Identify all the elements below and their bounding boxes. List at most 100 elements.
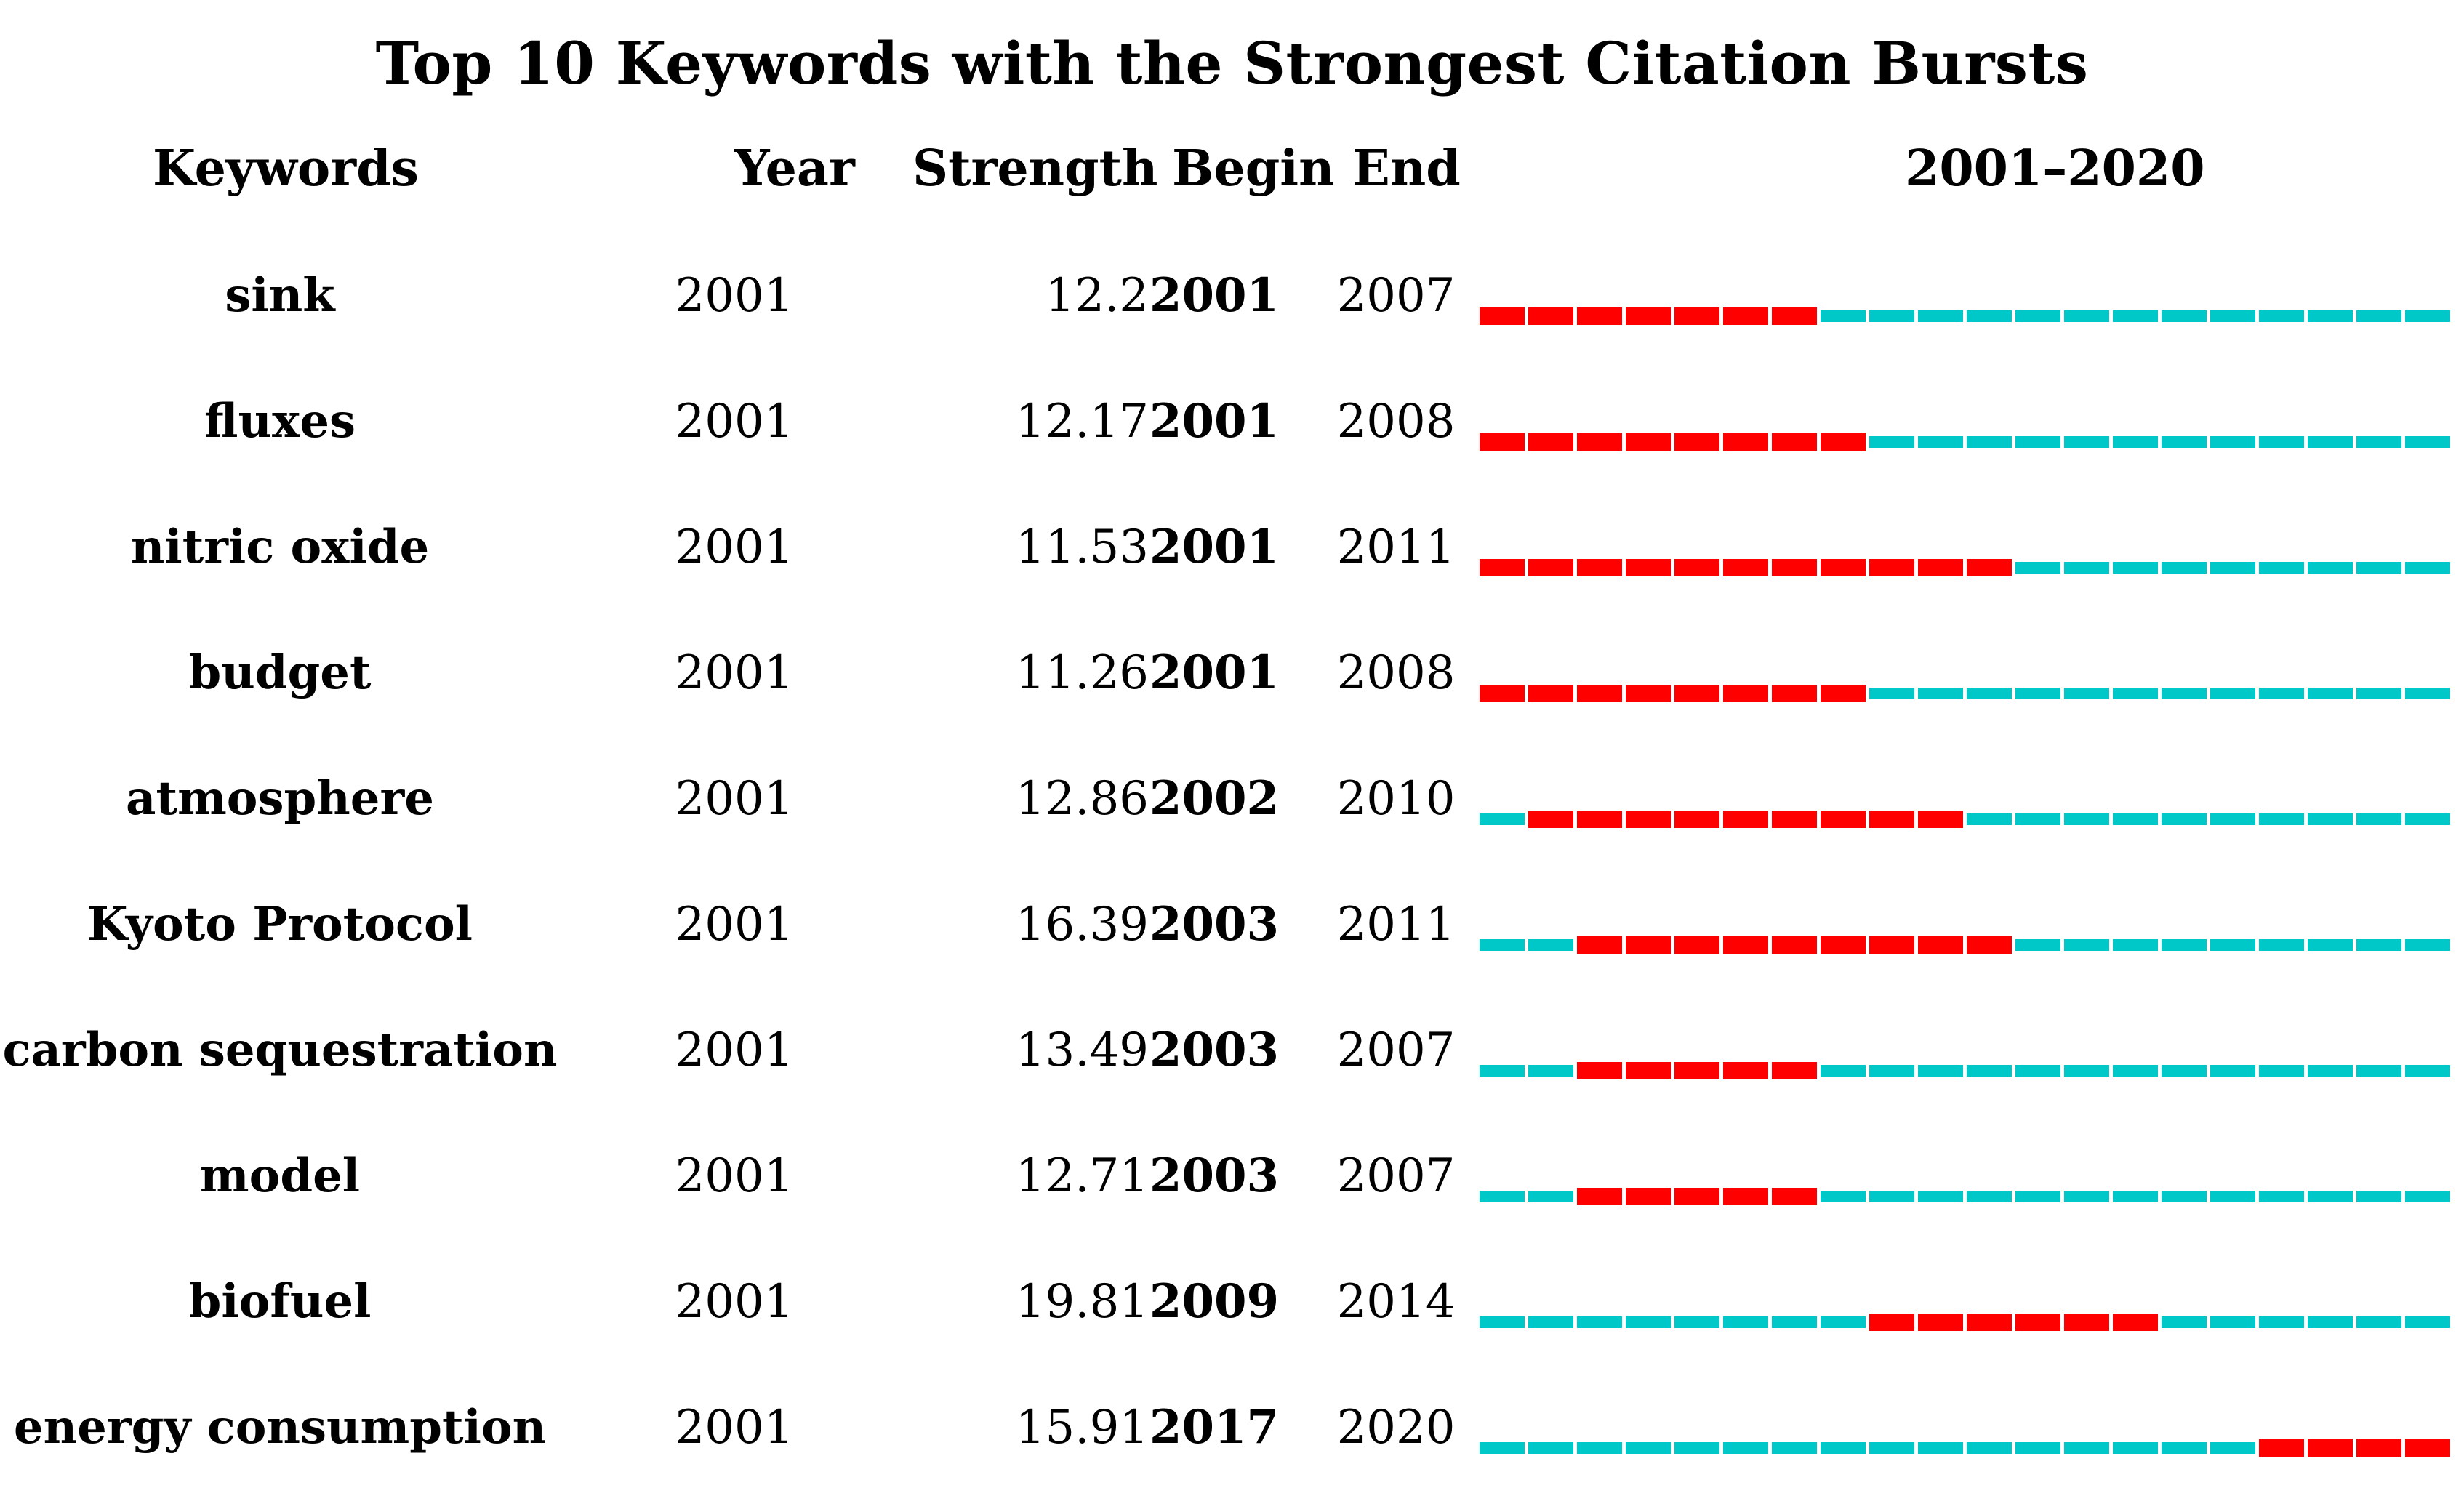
timeline-segment: [2308, 688, 2353, 699]
burst-segment: [2308, 1439, 2353, 1457]
timeline-segment: [2259, 1065, 2304, 1077]
begin-cell: 2009: [1149, 1274, 1280, 1329]
burst-segment: [1723, 936, 1768, 954]
timeline-segment: [1723, 1316, 1768, 1328]
burst-segment: [1772, 685, 1817, 702]
strength-cell: 12.2: [1045, 269, 1149, 323]
keyword-cell: energy consumption: [13, 1400, 547, 1455]
timeline-segment: [1480, 813, 1525, 825]
timeline-segment: [2405, 1316, 2450, 1328]
timeline-segment: [2064, 310, 2109, 322]
timeline-segment: [2405, 436, 2450, 448]
timeline-segment: [2405, 1191, 2450, 1202]
burst-segment: [2356, 1439, 2401, 1457]
keyword-cell: biofuel: [188, 1274, 372, 1329]
burst-segment: [1772, 1062, 1817, 1079]
timeline-segment: [1528, 1442, 1573, 1454]
timeline-segment: [2015, 436, 2060, 448]
timeline-segment: [1577, 1316, 1622, 1328]
timeline-segment: [1821, 1065, 1866, 1077]
strength-cell: 12.86: [1015, 772, 1149, 826]
burst-segment: [1723, 433, 1768, 451]
strength-cell: 13.49: [1015, 1023, 1149, 1077]
timeline-segment: [2113, 310, 2158, 322]
timeline-segment: [1821, 310, 1866, 322]
burst-segment: [1674, 433, 1719, 451]
timeline-segment: [2162, 1442, 2207, 1454]
timeline-segment: [2259, 939, 2304, 951]
timeline-segment: [1967, 436, 2012, 448]
timeline-segment: [1674, 1316, 1719, 1328]
timeline-segment: [2308, 939, 2353, 951]
keyword-cell: sink: [225, 268, 335, 323]
timeline-segment: [1918, 1065, 1963, 1077]
timeline-segment: [1869, 436, 1914, 448]
burst-segment: [1577, 811, 1622, 828]
timeline-segment: [1528, 939, 1573, 951]
timeline-segment: [1869, 310, 1914, 322]
begin-cell: 2001: [1149, 646, 1280, 700]
keyword-cell: carbon sequestration: [2, 1023, 558, 1077]
timeline-segment: [2356, 813, 2401, 825]
keyword-cell: budget: [188, 646, 372, 700]
burst-segment: [1869, 1314, 1914, 1331]
burst-segment: [1918, 936, 1963, 954]
burst-segment: [1528, 811, 1573, 828]
timeline-segment: [2162, 1065, 2207, 1077]
end-cell: 2007: [1336, 1149, 1456, 1203]
timeline-segment: [1869, 688, 1914, 699]
timeline-segment: [2113, 1442, 2158, 1454]
burst-segment: [1723, 685, 1768, 702]
timeline-segment: [2113, 1191, 2158, 1202]
timeline-segment: [2113, 813, 2158, 825]
timeline-segment: [2113, 939, 2158, 951]
header-year: Year: [734, 140, 855, 198]
burst-segment: [1821, 559, 1866, 576]
end-cell: 2011: [1336, 520, 1456, 574]
timeline-segment: [2210, 436, 2255, 448]
timeline-segment: [2015, 688, 2060, 699]
burst-segment: [1577, 685, 1622, 702]
timeline-segment: [1626, 1442, 1671, 1454]
year-cell: 2001: [675, 269, 794, 323]
timeline-segment: [2308, 1316, 2353, 1328]
timeline-segment: [2162, 688, 2207, 699]
strength-cell: 11.53: [1015, 520, 1149, 574]
burst-segment: [1480, 433, 1525, 451]
burst-segment: [1626, 685, 1671, 702]
timeline-segment: [2210, 813, 2255, 825]
burst-segment: [1626, 433, 1671, 451]
burst-segment: [1821, 811, 1866, 828]
year-cell: 2001: [675, 646, 794, 700]
burst-segment: [2015, 1314, 2060, 1331]
timeline-segment: [2308, 813, 2353, 825]
timeline-segment: [1577, 1442, 1622, 1454]
timeline-segment: [1723, 1442, 1768, 1454]
end-cell: 2010: [1336, 772, 1456, 826]
timeline-segment: [2405, 310, 2450, 322]
timeline-segment: [2162, 1316, 2207, 1328]
timeline-segment: [1918, 1442, 1963, 1454]
burst-segment: [2113, 1314, 2158, 1331]
timeline-segment: [2113, 436, 2158, 448]
end-cell: 2007: [1336, 269, 1456, 323]
timeline-segment: [2356, 1191, 2401, 1202]
burst-segment: [1723, 307, 1768, 325]
timeline-segment: [1918, 436, 1963, 448]
timeline-segment: [2064, 813, 2109, 825]
year-cell: 2001: [675, 1149, 794, 1203]
end-cell: 2014: [1336, 1275, 1456, 1329]
burst-segment: [1674, 811, 1719, 828]
strength-cell: 16.39: [1015, 898, 1149, 952]
burst-segment: [1626, 307, 1671, 325]
timeline-segment: [2015, 1065, 2060, 1077]
header-begin: Begin: [1172, 140, 1335, 198]
burst-segment: [1577, 1188, 1622, 1205]
burst-segment: [1480, 685, 1525, 702]
timeline-segment: [1480, 1316, 1525, 1328]
begin-cell: 2001: [1149, 394, 1280, 449]
timeline-segment: [2405, 939, 2450, 951]
burst-segment: [1626, 1062, 1671, 1079]
timeline-segment: [2015, 1442, 2060, 1454]
timeline-segment: [2210, 1191, 2255, 1202]
